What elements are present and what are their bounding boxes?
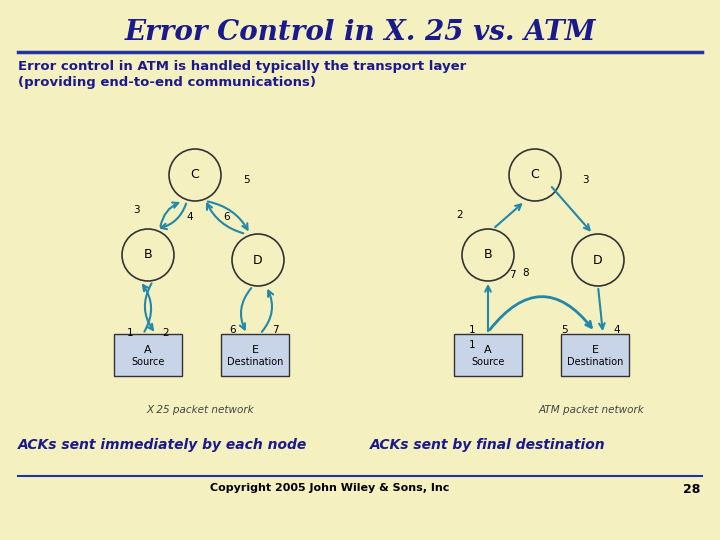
Text: B: B xyxy=(484,248,492,261)
Text: D: D xyxy=(253,253,263,267)
Text: C: C xyxy=(191,168,199,181)
Circle shape xyxy=(509,149,561,201)
Text: 4: 4 xyxy=(186,212,193,222)
Text: Destination: Destination xyxy=(567,357,624,367)
Text: 28: 28 xyxy=(683,483,700,496)
Text: 6: 6 xyxy=(230,325,236,335)
Circle shape xyxy=(572,234,624,286)
Text: 4: 4 xyxy=(613,325,621,335)
Text: 7: 7 xyxy=(271,325,279,335)
Text: 1: 1 xyxy=(127,328,133,338)
Text: A: A xyxy=(144,345,152,355)
Circle shape xyxy=(122,229,174,281)
Text: Source: Source xyxy=(131,357,165,367)
Text: E: E xyxy=(251,345,258,355)
Text: Error Control in X. 25 vs. ATM: Error Control in X. 25 vs. ATM xyxy=(125,18,595,45)
Text: 2: 2 xyxy=(456,210,463,220)
Text: 1: 1 xyxy=(469,340,475,350)
Text: B: B xyxy=(144,248,153,261)
Text: C: C xyxy=(531,168,539,181)
Text: 8: 8 xyxy=(523,268,529,278)
Text: ACKs sent by final destination: ACKs sent by final destination xyxy=(370,438,606,452)
Text: 6: 6 xyxy=(224,212,230,222)
Text: X 25 packet network: X 25 packet network xyxy=(146,405,254,415)
Text: Source: Source xyxy=(472,357,505,367)
Text: Destination: Destination xyxy=(227,357,283,367)
Text: ATM packet network: ATM packet network xyxy=(538,405,644,415)
FancyBboxPatch shape xyxy=(454,334,522,376)
Circle shape xyxy=(169,149,221,201)
Text: 2: 2 xyxy=(163,328,169,338)
Text: 3: 3 xyxy=(132,205,139,215)
Text: 3: 3 xyxy=(582,175,588,185)
Text: 5: 5 xyxy=(562,325,568,335)
Text: ACKs sent immediately by each node: ACKs sent immediately by each node xyxy=(18,438,307,452)
Circle shape xyxy=(232,234,284,286)
Text: 7: 7 xyxy=(509,270,516,280)
Text: Error control in ATM is handled typically the transport layer: Error control in ATM is handled typicall… xyxy=(18,60,467,73)
Text: E: E xyxy=(592,345,598,355)
Circle shape xyxy=(462,229,514,281)
Text: A: A xyxy=(484,345,492,355)
FancyBboxPatch shape xyxy=(221,334,289,376)
Text: (providing end-to-end communications): (providing end-to-end communications) xyxy=(18,76,316,89)
Text: 5: 5 xyxy=(243,175,251,185)
Text: Copyright 2005 John Wiley & Sons, Inc: Copyright 2005 John Wiley & Sons, Inc xyxy=(210,483,450,493)
FancyBboxPatch shape xyxy=(561,334,629,376)
FancyBboxPatch shape xyxy=(114,334,182,376)
Text: D: D xyxy=(593,253,603,267)
Text: 1: 1 xyxy=(469,325,475,335)
